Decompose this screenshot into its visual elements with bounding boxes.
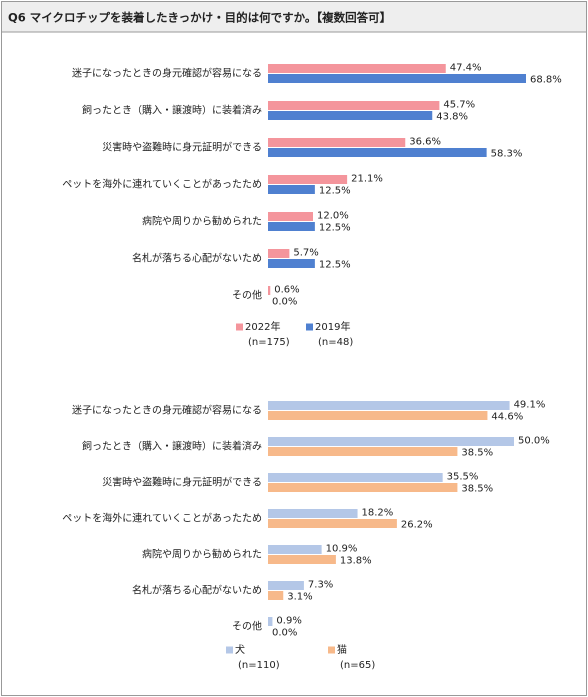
bar bbox=[268, 437, 514, 446]
bar bbox=[268, 222, 315, 231]
value-label: 12.5% bbox=[319, 223, 351, 234]
category-label: 名札が落ちる心配がないため bbox=[132, 252, 262, 265]
bar bbox=[268, 101, 440, 110]
value-label: 7.3% bbox=[308, 580, 333, 591]
bar bbox=[268, 617, 273, 626]
bar bbox=[268, 555, 336, 564]
bar bbox=[268, 483, 458, 492]
bar bbox=[268, 411, 488, 420]
bar bbox=[268, 259, 315, 268]
value-label: 21.1% bbox=[351, 174, 383, 185]
category-label: その他 bbox=[232, 289, 262, 302]
bar bbox=[268, 591, 284, 600]
category-label: 災害時や盗難時に身元証明ができる bbox=[102, 141, 262, 154]
category-label: 病院や周りから勧められた bbox=[142, 548, 262, 561]
value-label: 58.3% bbox=[491, 149, 523, 160]
category-label: 災害時や盗難時に身元証明ができる bbox=[102, 476, 262, 489]
legend-swatch bbox=[236, 323, 243, 331]
category-label: その他 bbox=[232, 620, 262, 633]
legend-sample: (n=48) bbox=[318, 337, 353, 348]
value-label: 35.5% bbox=[447, 472, 479, 483]
bar bbox=[268, 581, 304, 590]
legend-swatch bbox=[328, 646, 335, 654]
value-label: 0.0% bbox=[272, 628, 297, 639]
bar bbox=[268, 175, 348, 184]
bar bbox=[268, 519, 397, 528]
category-label: ペットを海外に連れていくことがあったため bbox=[62, 512, 262, 525]
bar bbox=[268, 509, 358, 518]
bar bbox=[268, 401, 510, 410]
category-label: 迷子になったときの身元確認が容易になる bbox=[72, 67, 262, 80]
value-label: 45.7% bbox=[443, 100, 475, 111]
value-label: 47.4% bbox=[450, 63, 482, 74]
value-label: 26.2% bbox=[401, 520, 433, 531]
legend-swatch bbox=[226, 646, 233, 654]
bar bbox=[268, 64, 446, 73]
value-label: 12.5% bbox=[319, 260, 351, 271]
page-title: Q6 マイクロチップを装着したきっかけ・目的は何ですか。【複数回答可】 bbox=[8, 11, 391, 25]
value-label: 0.9% bbox=[276, 616, 301, 627]
bar bbox=[268, 447, 458, 456]
value-label: 43.8% bbox=[436, 112, 468, 123]
value-label: 36.6% bbox=[409, 137, 441, 148]
bar bbox=[268, 473, 443, 482]
value-label: 12.0% bbox=[317, 211, 349, 222]
value-label: 49.1% bbox=[514, 400, 546, 411]
value-label: 38.5% bbox=[461, 448, 493, 459]
bar bbox=[268, 138, 406, 147]
value-label: 5.7% bbox=[293, 248, 318, 259]
legend-label: 2022年 bbox=[245, 320, 280, 333]
legend-label: 犬 bbox=[235, 643, 245, 656]
bar bbox=[268, 111, 433, 120]
value-label: 0.0% bbox=[272, 297, 297, 308]
value-label: 12.5% bbox=[319, 186, 351, 197]
category-label: 飼ったとき（購入・譲渡時）に装着済み bbox=[82, 440, 262, 453]
category-label: 迷子になったときの身元確認が容易になる bbox=[72, 404, 262, 417]
value-label: 13.8% bbox=[340, 556, 372, 567]
category-label: 名札が落ちる心配がないため bbox=[132, 584, 262, 597]
bar bbox=[268, 74, 526, 83]
category-label: 飼ったとき（購入・譲渡時）に装着済み bbox=[82, 104, 262, 117]
legend-sample: (n=110) bbox=[238, 660, 280, 671]
bar bbox=[268, 185, 315, 194]
value-label: 3.1% bbox=[287, 592, 312, 603]
bar bbox=[268, 545, 322, 554]
legend-sample: (n=175) bbox=[248, 337, 290, 348]
legend-label: 猫 bbox=[337, 643, 347, 656]
legend-sample: (n=65) bbox=[340, 660, 375, 671]
category-label: 病院や周りから勧められた bbox=[142, 215, 262, 228]
value-label: 44.6% bbox=[491, 412, 523, 423]
legend-label: 2019年 bbox=[315, 320, 350, 333]
value-label: 0.6% bbox=[274, 285, 299, 296]
category-label: ペットを海外に連れていくことがあったため bbox=[62, 178, 262, 191]
value-label: 50.0% bbox=[518, 436, 550, 447]
value-label: 68.8% bbox=[530, 75, 562, 86]
bar bbox=[268, 249, 290, 258]
value-label: 18.2% bbox=[362, 508, 394, 519]
bar bbox=[268, 212, 313, 221]
value-label: 10.9% bbox=[326, 544, 358, 555]
value-label: 38.5% bbox=[461, 484, 493, 495]
legend-swatch bbox=[306, 323, 313, 331]
bar bbox=[268, 148, 487, 157]
bar bbox=[268, 286, 271, 295]
title-band bbox=[2, 2, 586, 32]
